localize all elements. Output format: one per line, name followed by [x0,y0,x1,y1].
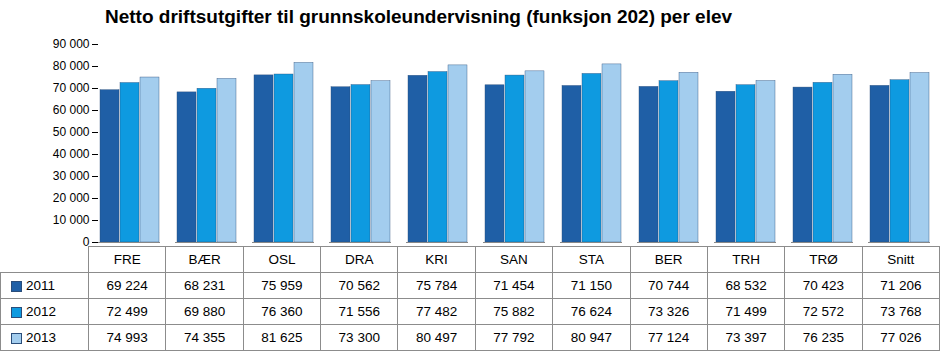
svg-text:0: 0 [83,235,90,246]
html-text:SAN: SAN [500,252,528,267]
html-text:2011: 2011 [26,278,55,293]
html-text:76 624: 76 624 [570,304,612,319]
html-text:73 397: 73 397 [725,330,767,345]
svg-text:10 000: 10 000 [53,213,90,227]
html-text:70 744: 70 744 [648,278,690,293]
html-text:70 562: 70 562 [338,278,380,293]
html-text:71 150: 71 150 [570,278,612,293]
html-text:OSL: OSL [268,252,296,267]
html-text:75 959: 75 959 [261,278,303,293]
svg-text:90 000: 90 000 [53,37,90,51]
html-text:68 532: 68 532 [725,278,767,293]
html-text:74 355: 74 355 [183,330,226,345]
html-text:DRA: DRA [345,252,374,267]
html-text:TRØ: TRØ [809,252,838,267]
html-text:2012: 2012 [26,304,56,319]
html-text:71 499: 71 499 [725,304,767,319]
html-text:2013: 2013 [26,330,56,345]
html-text:77 482: 77 482 [416,304,458,319]
html-text:77 026: 77 026 [880,330,922,345]
html-text:75 784: 75 784 [416,278,458,293]
html-text:80 497: 80 497 [416,330,458,345]
html-text:74 993: 74 993 [106,330,148,345]
html-text:72 572: 72 572 [802,304,845,319]
html-text:81 625: 81 625 [261,330,303,345]
svg-text:70 000: 70 000 [53,81,90,95]
svg-text:20 000: 20 000 [53,191,90,205]
svg-text:30 000: 30 000 [53,169,90,183]
html-text:KRI: KRI [425,252,448,267]
html-text:TRH: TRH [732,252,760,267]
html-text:77 124: 77 124 [648,330,690,345]
html-text:BÆR: BÆR [188,252,221,267]
html-text:Snitt: Snitt [887,252,915,267]
html-text:69 880: 69 880 [183,304,226,319]
html-text:80 947: 80 947 [570,330,612,345]
html-text:73 300: 73 300 [338,330,380,345]
html-text:69 224: 69 224 [106,278,148,293]
svg-text:80 000: 80 000 [53,59,90,73]
html-text:76 235: 76 235 [802,330,845,345]
html-text:71 454: 71 454 [493,278,535,293]
html-text:Netto driftsutgifter til grunn: Netto driftsutgifter til grunnskoleunder… [105,6,733,27]
html-text:68 231: 68 231 [183,278,226,293]
html-text:FRE: FRE [113,252,141,267]
html-text:72 499: 72 499 [106,304,148,319]
html-text:70 423: 70 423 [802,278,845,293]
html-text:76 360: 76 360 [261,304,303,319]
svg-text:60 000: 60 000 [53,103,90,117]
html-text:STA: STA [578,252,604,267]
html-text:BER: BER [654,252,683,267]
html-text:71 556: 71 556 [338,304,380,319]
html-text:71 206: 71 206 [880,278,922,293]
html-text:73 768: 73 768 [880,304,922,319]
svg-text:50 000: 50 000 [53,125,90,139]
svg-text:40 000: 40 000 [53,147,90,161]
html-text:77 792: 77 792 [493,330,535,345]
html-text:73 326: 73 326 [648,304,690,319]
html-text:75 882: 75 882 [493,304,535,319]
